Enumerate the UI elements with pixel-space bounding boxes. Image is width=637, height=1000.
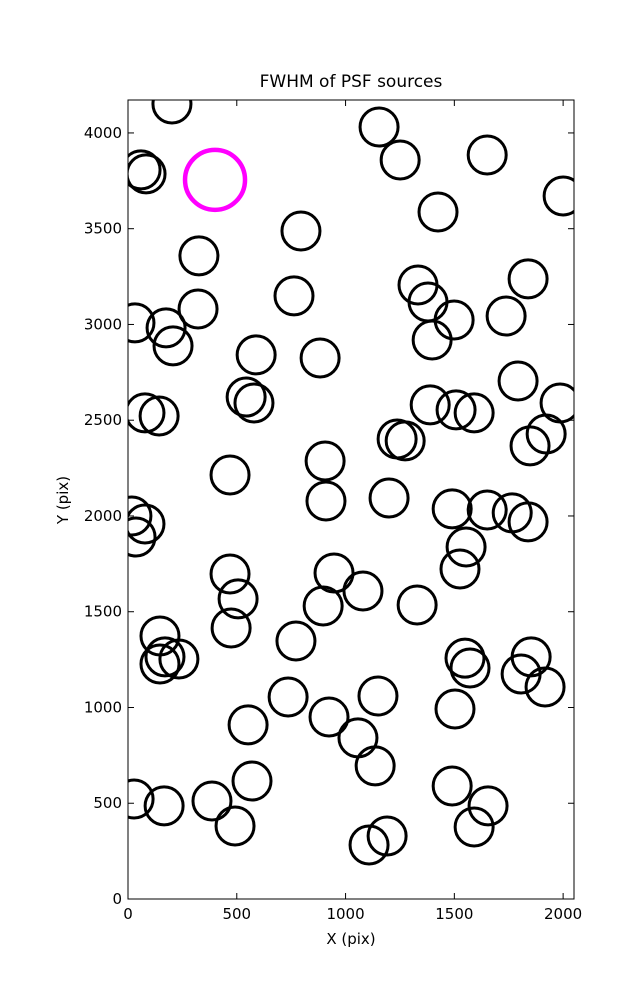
source-circle — [366, 815, 408, 857]
source-circle — [434, 688, 476, 730]
source-circle — [348, 824, 390, 866]
source-circle — [435, 389, 477, 431]
source-circle — [368, 477, 410, 519]
chart-title: FWHM of PSF sources — [260, 72, 443, 92]
source-circle — [152, 325, 194, 367]
source-circle — [439, 548, 481, 590]
source-circle — [466, 134, 508, 176]
source-circle — [299, 337, 341, 379]
source-circle — [524, 666, 566, 708]
source-circle — [231, 760, 273, 802]
source-circle — [354, 745, 396, 787]
source-circle — [144, 636, 186, 678]
source-circle — [411, 319, 453, 361]
source-circle — [273, 275, 315, 317]
source-circle — [542, 175, 574, 217]
source-circle — [128, 153, 167, 195]
source-circle — [308, 696, 350, 738]
source-circle — [128, 392, 166, 434]
source-circle — [214, 805, 256, 847]
source-circle — [500, 653, 542, 695]
source-circle — [449, 647, 491, 689]
source-circle — [158, 638, 200, 680]
source-circle — [151, 100, 193, 125]
source-circle — [209, 454, 251, 496]
y-tick-label: 500 — [93, 794, 122, 812]
y-axis-label: Y (pix) — [54, 476, 72, 525]
source-circle — [431, 765, 473, 807]
source-circle — [444, 637, 486, 679]
source-circle — [210, 607, 252, 649]
source-circle — [145, 307, 187, 349]
y-tick-label: 0 — [112, 890, 122, 908]
source-circle — [128, 149, 162, 191]
source-circle — [191, 780, 233, 822]
source-circle — [302, 585, 344, 627]
x-tick-label: 500 — [222, 905, 251, 923]
y-tick-label: 1000 — [84, 698, 122, 716]
source-circle — [177, 288, 219, 330]
source-circle — [304, 440, 346, 482]
x-tick-label: 2000 — [544, 905, 582, 923]
source-circle — [217, 578, 259, 620]
source-circle — [417, 191, 459, 233]
source-circle — [379, 139, 421, 181]
plot-area — [128, 100, 574, 866]
source-circle — [182, 147, 248, 213]
source-circle — [433, 299, 475, 341]
x-tick-label: 0 — [123, 905, 133, 923]
source-circle — [235, 334, 277, 376]
source-circle — [143, 785, 185, 827]
x-tick-label: 1500 — [435, 905, 473, 923]
source-circle — [453, 392, 495, 434]
source-circle — [138, 395, 180, 437]
source-circle — [139, 643, 181, 685]
source-circle — [128, 495, 153, 537]
source-circle — [209, 553, 251, 595]
source-circle — [267, 676, 309, 718]
source-circle — [485, 295, 527, 337]
source-circle — [128, 503, 166, 545]
source-circle — [409, 384, 451, 426]
source-circle — [358, 106, 400, 148]
source-circle — [280, 210, 322, 252]
source-circle — [445, 526, 487, 568]
source-circle — [431, 488, 473, 530]
source-circle — [128, 516, 157, 558]
source-circle — [376, 418, 418, 460]
plot-frame — [127, 99, 575, 900]
source-circle — [384, 420, 426, 462]
source-circle — [357, 675, 399, 717]
y-tick-label: 4000 — [84, 124, 122, 142]
y-tick-label: 2000 — [84, 507, 122, 525]
source-circle — [337, 717, 379, 759]
source-circle — [233, 382, 275, 424]
source-circle — [275, 620, 317, 662]
source-circle — [178, 235, 220, 277]
source-circle — [396, 584, 438, 626]
source-circle — [225, 376, 267, 418]
y-tick-label: 3500 — [84, 220, 122, 238]
source-circle — [497, 360, 539, 402]
source-circle — [128, 778, 155, 820]
y-tick-label: 2500 — [84, 411, 122, 429]
source-circle — [507, 501, 549, 543]
y-tick-label: 1500 — [84, 603, 122, 621]
source-circle — [466, 489, 508, 531]
source-circle — [227, 704, 269, 746]
source-circle — [507, 258, 549, 300]
y-tick-label: 3000 — [84, 315, 122, 333]
x-tick-label: 1000 — [326, 905, 364, 923]
x-axis-label: X (pix) — [326, 930, 375, 948]
source-circle — [509, 425, 551, 467]
source-circle — [128, 302, 156, 344]
source-circle — [305, 480, 347, 522]
source-circle — [453, 806, 495, 848]
source-circle — [467, 785, 509, 827]
source-circle — [342, 570, 384, 612]
